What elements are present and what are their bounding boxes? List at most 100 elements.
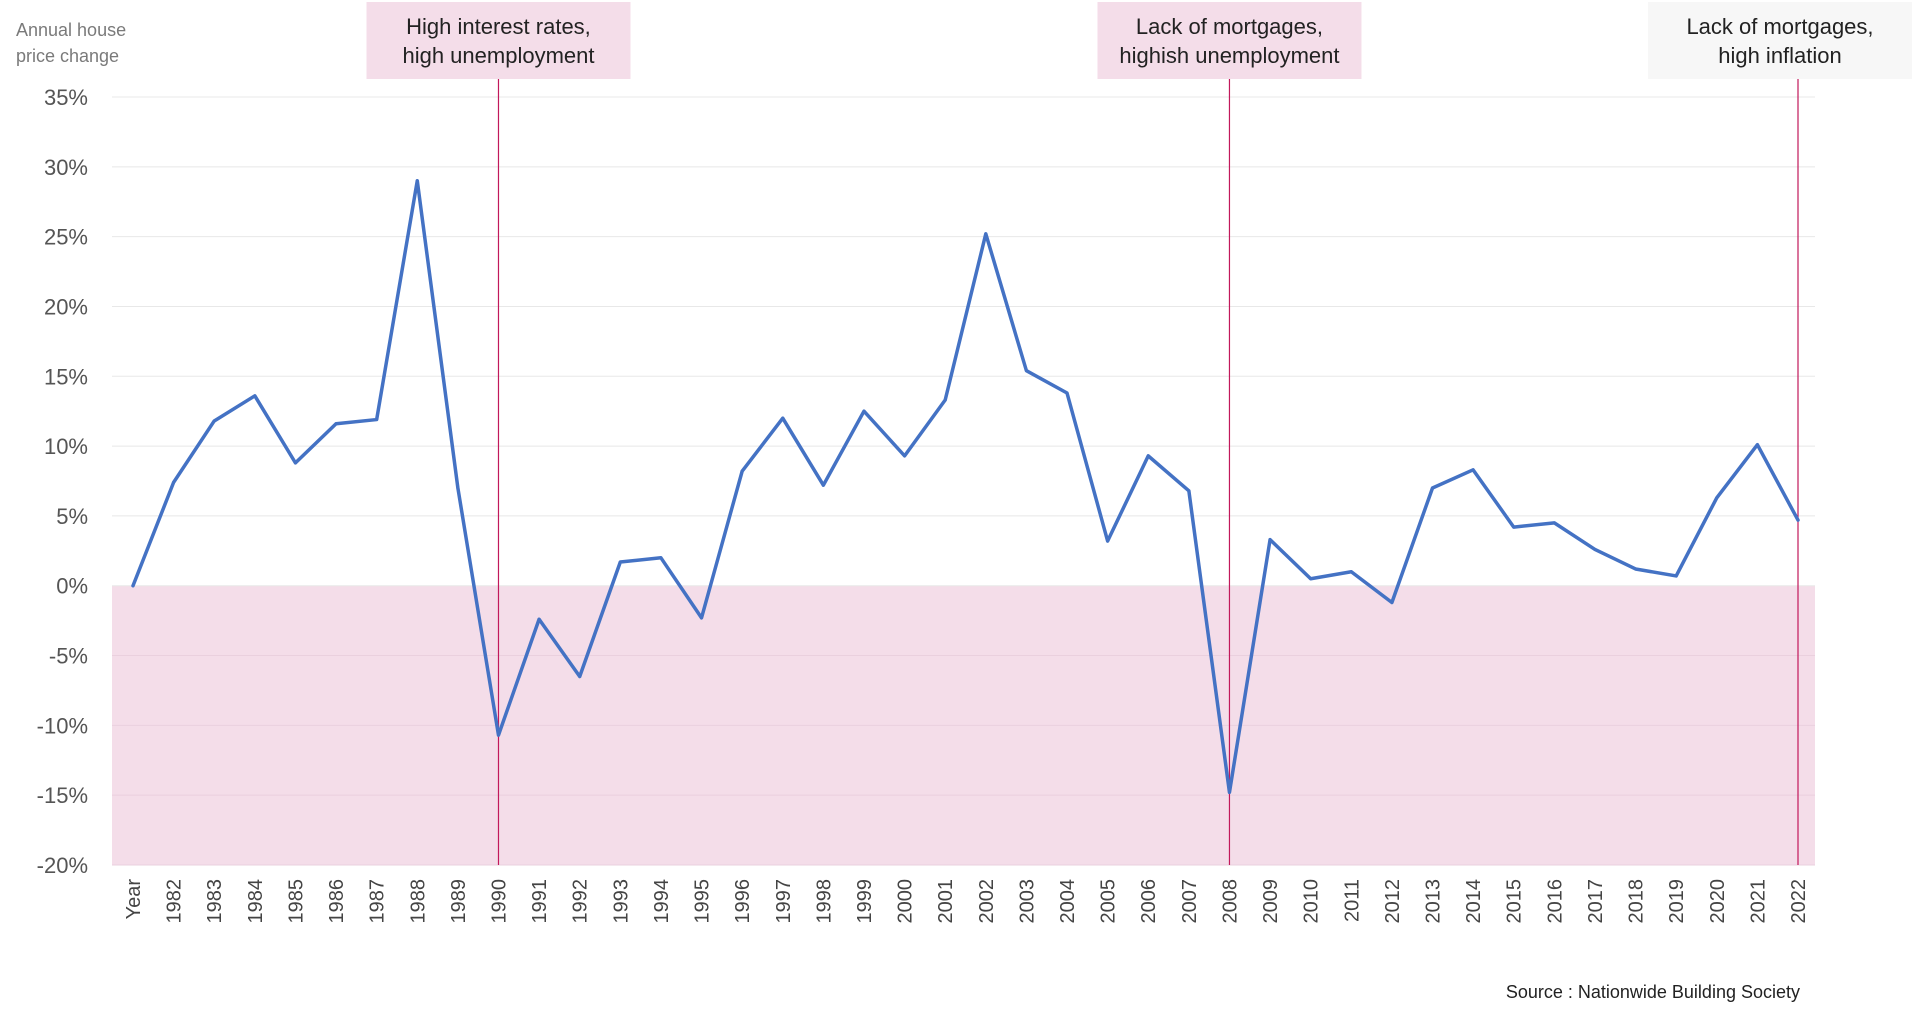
event-annotation: High interest rates, high unemployment — [366, 2, 631, 79]
y-tick-label: -20% — [37, 853, 88, 878]
x-tick-label: 1992 — [570, 879, 592, 924]
x-tick-label: 1983 — [204, 879, 226, 924]
x-tick-label: 2003 — [1016, 879, 1038, 924]
series-line — [131, 179, 1800, 795]
event-annotation-box — [1648, 2, 1912, 79]
x-tick-label: 1987 — [367, 879, 389, 924]
data-point — [1309, 577, 1313, 581]
data-point — [1106, 539, 1110, 543]
data-point — [1755, 443, 1759, 447]
y-tick-label: 0% — [56, 574, 88, 599]
x-tick-label: 1991 — [529, 879, 551, 924]
data-point — [1512, 525, 1516, 529]
data-point — [1552, 521, 1556, 525]
x-tick-label: 1999 — [854, 879, 876, 924]
data-point — [1796, 518, 1800, 522]
event-annotation-box — [1097, 2, 1362, 79]
data-point — [1390, 600, 1394, 604]
data-point — [862, 409, 866, 413]
data-point — [375, 418, 379, 422]
event-annotation-text: highish unemployment — [1119, 43, 1339, 68]
x-tick-label: 2019 — [1666, 879, 1688, 924]
x-tick-label: 1988 — [407, 879, 429, 924]
x-tick-label: 1990 — [488, 879, 510, 924]
event-annotation-text: high inflation — [1718, 43, 1842, 68]
data-point — [334, 422, 338, 426]
data-point — [1227, 790, 1231, 794]
data-point — [172, 480, 176, 484]
data-point — [903, 454, 907, 458]
x-tick-label: 2001 — [935, 879, 957, 924]
data-point — [253, 394, 257, 398]
event-annotation-text: Lack of mortgages, — [1136, 14, 1323, 39]
y-tick-label: 20% — [44, 294, 88, 319]
x-tick-label: 1994 — [651, 879, 673, 924]
x-tick-label: 1989 — [448, 879, 470, 924]
x-tick-label: 2011 — [1341, 879, 1363, 922]
data-point — [415, 179, 419, 183]
x-tick-label: Year — [123, 879, 145, 920]
x-tick-label: 2012 — [1382, 879, 1404, 924]
x-tick-label: 1984 — [245, 879, 267, 924]
x-tick-label: 2022 — [1788, 879, 1810, 924]
y-axis-label-line-2: price change — [16, 46, 119, 66]
data-point — [1268, 538, 1272, 542]
data-point — [212, 419, 216, 423]
event-annotation: Lack of mortgages, high inflation — [1648, 2, 1912, 79]
x-tick-label: 2007 — [1179, 879, 1201, 924]
data-point — [293, 461, 297, 465]
y-tick-label: 15% — [44, 364, 88, 389]
y-tick-label: -10% — [37, 713, 88, 738]
data-point — [740, 469, 744, 473]
x-tick-label: 2018 — [1626, 879, 1648, 924]
y-tick-label: 35% — [44, 85, 88, 110]
x-tick-label: 1986 — [326, 879, 348, 924]
x-tick-label: 2005 — [1098, 879, 1120, 924]
source-note: Source : Nationwide Building Society — [1506, 982, 1800, 1002]
x-tick-label: 1996 — [732, 879, 754, 924]
data-point — [1431, 486, 1435, 490]
x-tick-label: 2004 — [1057, 879, 1079, 924]
x-tick-label: 2016 — [1544, 879, 1566, 924]
data-point — [1471, 468, 1475, 472]
event-annotation: Lack of mortgages, highish unemployment — [1097, 2, 1362, 79]
data-point — [496, 733, 500, 737]
data-point — [700, 616, 704, 620]
x-tick-label: 1982 — [164, 879, 186, 924]
x-tick-label: 1985 — [285, 879, 307, 924]
y-tick-label: 30% — [44, 155, 88, 180]
x-tick-label: 2017 — [1585, 879, 1607, 924]
x-tick-label: 2020 — [1707, 879, 1729, 924]
y-tick-label: 5% — [56, 504, 88, 529]
x-tick-label: 2006 — [1138, 879, 1160, 924]
x-tick-label: 2002 — [976, 879, 998, 924]
y-tick-label: -5% — [49, 644, 88, 669]
x-tick-label: 2008 — [1219, 879, 1241, 924]
data-point — [618, 560, 622, 564]
data-point — [131, 584, 135, 588]
data-point — [1024, 369, 1028, 373]
x-tick-label: 2014 — [1463, 879, 1485, 924]
x-tick-label: 2015 — [1504, 879, 1526, 924]
data-point — [943, 398, 947, 402]
x-tick-label: 2000 — [895, 879, 917, 924]
y-tick-label: 25% — [44, 225, 88, 250]
data-point — [821, 483, 825, 487]
data-point — [1349, 570, 1353, 574]
x-tick-label: 2013 — [1423, 879, 1445, 924]
x-tick-label: 1998 — [813, 879, 835, 924]
data-point — [537, 617, 541, 621]
data-point — [1187, 489, 1191, 493]
x-tick-label: 2021 — [1747, 879, 1769, 924]
event-annotation-text: high unemployment — [402, 43, 594, 68]
event-annotation-box — [366, 2, 631, 79]
data-point — [1146, 454, 1150, 458]
data-point — [456, 486, 460, 490]
x-tick-label: 2010 — [1301, 879, 1323, 924]
y-tick-label: 10% — [44, 434, 88, 459]
data-point — [1065, 391, 1069, 395]
data-point — [578, 674, 582, 678]
event-annotation-text: Lack of mortgages, — [1686, 14, 1873, 39]
y-axis-label-line-1: Annual house — [16, 20, 126, 40]
